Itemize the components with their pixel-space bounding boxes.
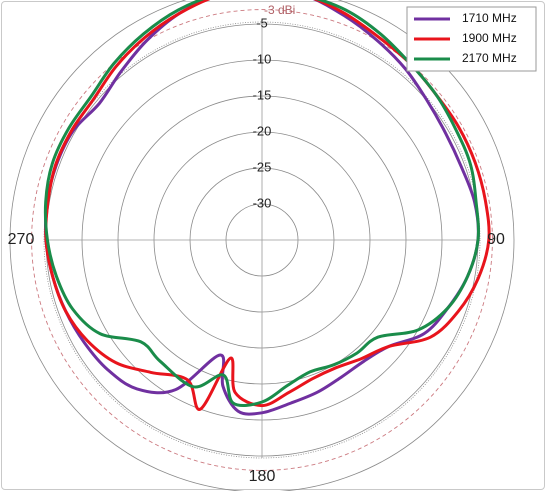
series-line xyxy=(44,0,491,411)
angle-label-180: 180 xyxy=(249,468,276,485)
legend-entry: 2170 MHz xyxy=(462,51,517,65)
radial-tick-label: -15 xyxy=(253,87,272,102)
angle-labels: 90 180 270 xyxy=(8,231,505,485)
reference-label: -3 dBi xyxy=(264,3,295,17)
polar-grid xyxy=(9,0,515,491)
legend-entry: 1710 MHz xyxy=(462,11,517,25)
radial-tick-label: -5 xyxy=(256,15,268,30)
grid-ring xyxy=(9,0,515,491)
series-layer xyxy=(43,0,491,416)
radial-tick-labels: 0-5-10-15-20-25-30-3 dBi xyxy=(253,3,296,211)
radial-tick-label: -10 xyxy=(253,51,272,66)
angle-label-90: 90 xyxy=(487,231,505,248)
series-line xyxy=(43,0,480,408)
legend-entry: 1900 MHz xyxy=(462,31,517,45)
radial-tick-label: -20 xyxy=(253,123,272,138)
radial-tick-label: -25 xyxy=(253,159,272,174)
reference-ring xyxy=(31,9,493,471)
angle-label-270: 270 xyxy=(8,231,35,248)
radial-tick-label: -30 xyxy=(253,195,272,210)
legend: 1710 MHz 1900 MHz 2170 MHz xyxy=(406,6,537,72)
